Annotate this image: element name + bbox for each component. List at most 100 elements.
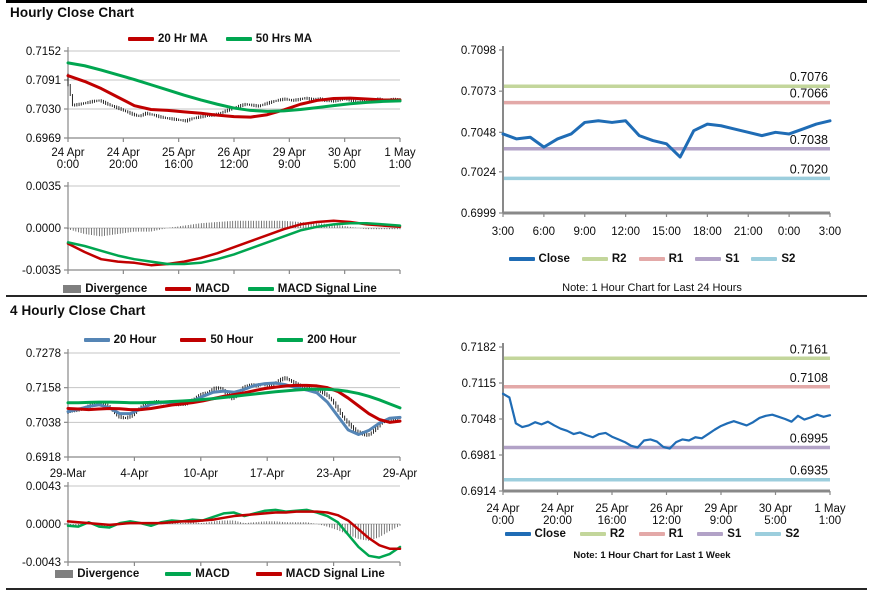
svg-text:0.7038: 0.7038 — [790, 133, 828, 147]
svg-text:0.6935: 0.6935 — [790, 464, 828, 478]
svg-text:9:00: 9:00 — [574, 226, 596, 238]
svg-text:5:00: 5:00 — [764, 515, 786, 527]
svg-text:1:00: 1:00 — [819, 515, 841, 527]
legend-item: S1 — [697, 528, 741, 540]
legend-label: S2 — [781, 253, 796, 265]
legend-label: MACD Signal Line — [277, 283, 377, 295]
legend-label: R2 — [609, 528, 625, 540]
svg-text:18:00: 18:00 — [693, 226, 722, 238]
legend-label: S1 — [725, 253, 740, 265]
hourly-macd-chart: 0.0035 0.0000 -0.0035 — [22, 181, 402, 277]
svg-text:0.6999: 0.6999 — [461, 208, 496, 220]
legend-item: R1 — [638, 528, 684, 540]
svg-text:24 Apr: 24 Apr — [541, 503, 574, 515]
legend-label: 20 Hour — [113, 334, 157, 346]
bottom-border — [6, 588, 867, 590]
svg-text:0.7182: 0.7182 — [461, 342, 496, 354]
legend-item: Divergence — [55, 568, 139, 580]
svg-text:0.6914: 0.6914 — [461, 486, 497, 498]
legend-swatch-divergence — [55, 570, 74, 578]
legend-label: S2 — [785, 528, 800, 540]
hourly-macd-legend: Divergence MACD MACD Signal Line — [10, 282, 430, 296]
svg-text:25 Apr: 25 Apr — [162, 147, 195, 159]
svg-text:24 Apr: 24 Apr — [107, 147, 140, 159]
legend-label: Divergence — [77, 568, 140, 580]
legend-label: R2 — [611, 253, 627, 265]
svg-text:23-Apr: 23-Apr — [316, 468, 351, 480]
legend-label: MACD Signal Line — [285, 568, 385, 580]
legend-swatch-s1 — [695, 257, 722, 261]
svg-text:-0.0043: -0.0043 — [22, 557, 61, 569]
svg-text:12:00: 12:00 — [220, 159, 249, 171]
svg-text:-0.0035: -0.0035 — [22, 265, 61, 277]
svg-text:6:00: 6:00 — [533, 226, 555, 238]
svg-text:12:00: 12:00 — [652, 515, 681, 527]
weekly-pivot-legend: Close R2 R1 S1 S2 — [436, 527, 868, 541]
legend-item: R2 — [581, 253, 627, 265]
svg-text:0.0043: 0.0043 — [26, 481, 61, 493]
legend-label: R1 — [668, 528, 684, 540]
svg-text:0.7030: 0.7030 — [26, 104, 61, 116]
svg-text:0.7073: 0.7073 — [461, 86, 496, 98]
svg-text:29-Apr: 29-Apr — [383, 468, 418, 480]
fourhour-macd-chart: 0.0043 0.0000 -0.0043 — [22, 481, 402, 569]
legend-label: 50 Hour — [210, 334, 254, 346]
legend-label: MACD — [195, 568, 230, 580]
svg-text:0:00: 0:00 — [57, 159, 79, 171]
legend-swatch-r2 — [579, 532, 606, 536]
svg-text:10-Apr: 10-Apr — [184, 468, 219, 480]
hourly-pivot-note: Note: 1 Hour Chart for Last 24 Hours — [562, 282, 742, 294]
svg-text:0.7152: 0.7152 — [26, 46, 61, 58]
legend-swatch-r2 — [581, 257, 608, 261]
svg-text:0.7048: 0.7048 — [461, 127, 496, 139]
legend-item: MACD Signal Line — [255, 568, 385, 580]
section-divider — [6, 295, 867, 297]
svg-text:0.7024: 0.7024 — [461, 167, 497, 179]
legend-swatch-s1 — [697, 532, 724, 536]
legend-label: 20 Hr MA — [157, 33, 208, 45]
legend-item: S2 — [755, 528, 799, 540]
legend-item: MACD — [165, 568, 230, 580]
legend-swatch-s2 — [751, 257, 778, 261]
legend-swatch-50-hour — [180, 338, 207, 342]
svg-text:0.7098: 0.7098 — [461, 45, 496, 57]
svg-text:5:00: 5:00 — [333, 159, 355, 171]
svg-text:16:00: 16:00 — [598, 515, 627, 527]
legend-label: S1 — [727, 528, 742, 540]
legend-label: 50 Hrs MA — [255, 33, 313, 45]
svg-text:0:00: 0:00 — [778, 226, 800, 238]
svg-text:24 Apr: 24 Apr — [486, 503, 519, 515]
hourly-pivot-chart: 0.7076 0.7066 0.7038 0.7020 0.7098 0.7073 0.70… — [461, 45, 841, 238]
svg-text:0.7076: 0.7076 — [790, 70, 828, 84]
legend-swatch-close — [508, 257, 535, 261]
legend-swatch-r1 — [638, 257, 665, 261]
legend-item: MACD Signal Line — [247, 283, 377, 295]
legend-item: Divergence — [63, 283, 147, 295]
legend-swatch-200-hour — [277, 338, 304, 342]
svg-text:0.0000: 0.0000 — [26, 519, 61, 531]
legend-label: R1 — [668, 253, 684, 265]
svg-text:24 Apr: 24 Apr — [51, 147, 84, 159]
legend-item: S1 — [695, 253, 739, 265]
svg-text:21:00: 21:00 — [734, 226, 763, 238]
svg-text:0.6995: 0.6995 — [790, 431, 828, 445]
svg-text:0.7038: 0.7038 — [26, 417, 61, 429]
svg-text:0.7158: 0.7158 — [26, 383, 61, 395]
section-title-hourly: Hourly Close Chart — [10, 5, 135, 20]
svg-text:15:00: 15:00 — [652, 226, 681, 238]
svg-text:17-Apr: 17-Apr — [250, 468, 285, 480]
legend-swatch-macd — [165, 287, 192, 291]
svg-text:3:00: 3:00 — [819, 226, 841, 238]
svg-text:25 Apr: 25 Apr — [595, 503, 628, 515]
legend-item: R1 — [638, 253, 684, 265]
svg-text:4-Apr: 4-Apr — [120, 468, 148, 480]
svg-text:30 Apr: 30 Apr — [328, 147, 361, 159]
legend-swatch-20-hour — [83, 338, 110, 342]
legend-item: 50 Hour — [180, 334, 253, 346]
svg-text:20:00: 20:00 — [543, 515, 572, 527]
svg-text:29-Mar: 29-Mar — [50, 468, 87, 480]
svg-text:1:00: 1:00 — [389, 159, 411, 171]
legend-item: S2 — [751, 253, 795, 265]
svg-text:30 Apr: 30 Apr — [759, 503, 792, 515]
